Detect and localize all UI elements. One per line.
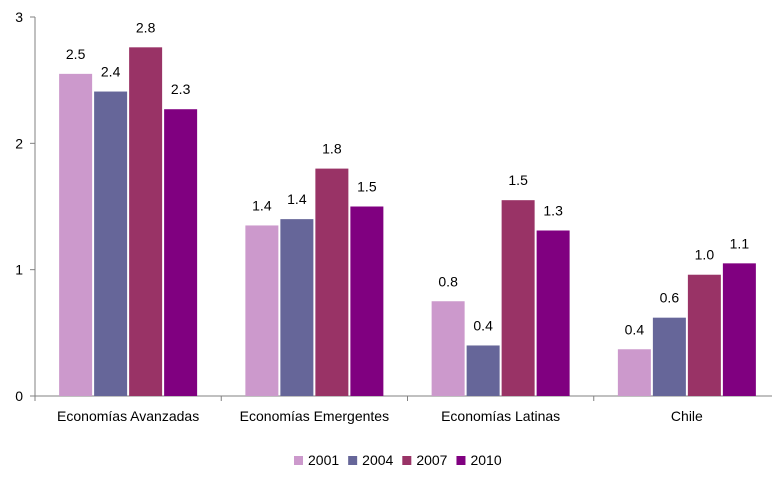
category-labels: Economías Avanzadas Economías Emergentes E… [57,408,703,424]
legend-swatch-2004 [348,456,358,465]
data-label: 1.3 [543,203,563,219]
data-label: 1.1 [730,235,750,251]
data-label: 0.6 [660,290,680,306]
bar-2010 [536,230,570,396]
data-label: 2.4 [101,64,121,80]
data-label: 0.4 [473,317,493,333]
legend-label: 2010 [470,452,501,468]
bar-2001 [431,301,465,396]
category-label: Economías Avanzadas [57,408,199,424]
y-ticks: 0 1 2 3 [15,9,35,404]
bar-2004 [466,345,500,396]
legend-label: 2007 [416,452,447,468]
legend-swatch-2007 [402,456,412,465]
bar-2001 [245,225,279,396]
data-label: 1.5 [357,179,377,195]
data-label: 2.5 [66,46,86,62]
bar-2007 [129,47,163,396]
data-label: 1.5 [508,172,528,188]
legend-swatch-2010 [456,456,466,465]
legend: 2001 2004 2007 2010 [294,452,502,468]
bar-2010 [350,206,384,396]
bars [59,47,756,397]
category-label: Economías Latinas [441,408,560,424]
data-label: 0.8 [438,273,458,289]
data-label: 1.8 [322,141,342,157]
y-tick-label: 0 [15,388,23,404]
data-label: 1.4 [252,197,272,213]
bar-2010 [164,109,198,397]
data-label: 2.3 [171,81,191,97]
bar-2004 [94,91,128,396]
legend-label: 2004 [362,452,393,468]
data-label: 1.0 [695,247,715,263]
data-label: 2.8 [136,19,156,35]
y-tick-label: 1 [15,262,23,278]
legend-swatch-2001 [294,456,303,465]
bar-2001 [617,349,651,396]
legend-label: 2001 [308,452,339,468]
bar-2007 [315,168,349,396]
bar-2007 [687,274,721,396]
y-tick-label: 2 [15,135,23,151]
bar-2004 [280,219,314,396]
bar-2007 [501,200,535,396]
data-labels: 2.5 2.4 2.8 2.3 1.4 1.4 1.8 1.5 0.8 0.4 1.5 1.3 0.4 0… [66,19,749,337]
y-tick-label: 3 [15,9,23,25]
x-ticks [34,396,595,401]
bar-2001 [59,73,93,396]
category-label: Economías Emergentes [240,408,389,424]
category-label: Chile [671,408,703,424]
bar-2004 [652,317,686,396]
data-label: 0.4 [625,321,645,337]
bar-2010 [722,263,756,396]
data-label: 1.4 [287,191,307,207]
